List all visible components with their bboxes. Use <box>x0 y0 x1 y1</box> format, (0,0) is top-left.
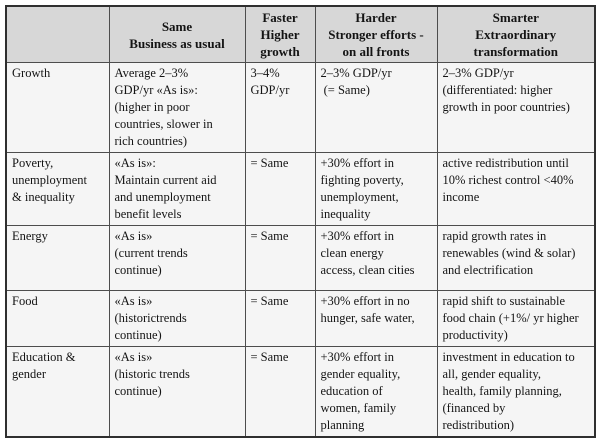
cell-education-harder: +30% effort in gender equality, educatio… <box>314 346 438 438</box>
cell-energy-faster: = Same <box>244 225 316 291</box>
cell-growth-business-as-usual: Average 2–3% GDP/yr «As is»: (higher in … <box>108 62 246 153</box>
col-header-faster-growth: Faster Higher growth <box>244 5 316 63</box>
cell-poverty-harder: +30% effort in fighting poverty, unemplo… <box>314 152 438 226</box>
cell-poverty-faster: = Same <box>244 152 316 226</box>
col-header-harder-efforts: Harder Stronger efforts - on all fronts <box>314 5 438 63</box>
row-label-education-gender: Education & gender <box>5 346 110 438</box>
row-growth: Growth Average 2–3% GDP/yr «As is»: (hig… <box>5 62 596 153</box>
cell-energy-business-as-usual: «As is» (current trends continue) <box>108 225 246 291</box>
row-label-poverty: Poverty, unemployment & inequality <box>5 152 110 226</box>
cell-food-business-as-usual: «As is» (historictrends continue) <box>108 290 246 347</box>
row-education-gender: Education & gender «As is» (historic tre… <box>5 346 596 438</box>
cell-food-smarter: rapid shift to sustainable food chain (+… <box>436 290 596 347</box>
cell-growth-faster: 3–4% GDP/yr <box>244 62 316 153</box>
row-poverty-unemployment-inequality: Poverty, unemployment & inequality «As i… <box>5 152 596 226</box>
cell-poverty-smarter: active redistribution until 10% richest … <box>436 152 596 226</box>
cell-energy-harder: +30% effort in clean energy access, clea… <box>314 225 438 291</box>
cell-education-faster: = Same <box>244 346 316 438</box>
scenario-comparison-table: Same Business as usual Faster Higher gro… <box>5 5 596 438</box>
col-header-smarter-transformation: Smarter Extraordinary transformation <box>436 5 596 63</box>
cell-food-faster: = Same <box>244 290 316 347</box>
col-header-business-as-usual: Same Business as usual <box>108 5 246 63</box>
corner-cell <box>5 5 110 63</box>
cell-food-harder: +30% effort in no hunger, safe water, <box>314 290 438 347</box>
cell-growth-harder: 2–3% GDP/yr (= Same) <box>314 62 438 153</box>
header-row: Same Business as usual Faster Higher gro… <box>5 5 596 63</box>
row-food: Food «As is» (historictrends continue) =… <box>5 290 596 347</box>
cell-education-business-as-usual: «As is» (historic trends continue) <box>108 346 246 438</box>
row-label-energy: Energy <box>5 225 110 291</box>
cell-energy-smarter: rapid growth rates in renewables (wind &… <box>436 225 596 291</box>
cell-education-smarter: investment in education to all, gender e… <box>436 346 596 438</box>
row-label-growth: Growth <box>5 62 110 153</box>
row-label-food: Food <box>5 290 110 347</box>
cell-growth-smarter: 2–3% GDP/yr (differentiated: higher grow… <box>436 62 596 153</box>
cell-poverty-business-as-usual: «As is»: Maintain current aid and unempl… <box>108 152 246 226</box>
row-energy: Energy «As is» (current trends continue)… <box>5 225 596 291</box>
